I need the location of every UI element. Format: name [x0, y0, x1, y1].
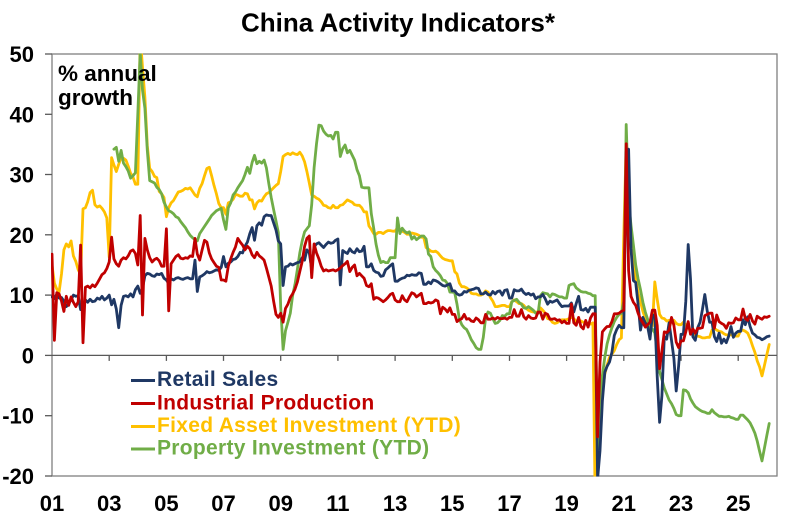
svg-text:01: 01 [40, 491, 64, 516]
svg-text:13: 13 [383, 491, 407, 516]
svg-text:% annual: % annual [58, 61, 157, 86]
svg-text:09: 09 [268, 491, 292, 516]
svg-text:20: 20 [10, 223, 34, 248]
svg-text:19: 19 [554, 491, 578, 516]
svg-text:Industrial Production: Industrial Production [157, 392, 374, 415]
svg-text:-10: -10 [2, 404, 34, 429]
svg-text:30: 30 [10, 163, 34, 188]
svg-text:Property Investment (YTD): Property Investment (YTD) [157, 437, 429, 460]
svg-text:10: 10 [10, 283, 34, 308]
svg-text:growth: growth [58, 85, 133, 110]
svg-text:25: 25 [726, 491, 750, 516]
svg-text:-20: -20 [2, 464, 34, 489]
svg-text:05: 05 [154, 491, 178, 516]
svg-text:17: 17 [497, 491, 521, 516]
svg-text:0: 0 [22, 343, 34, 368]
svg-text:50: 50 [10, 42, 34, 67]
svg-text:21: 21 [612, 491, 636, 516]
svg-text:Retail Sales: Retail Sales [157, 368, 279, 391]
svg-text:China Activity Indicators*: China Activity Indicators* [241, 8, 556, 38]
svg-text:03: 03 [97, 491, 121, 516]
svg-text:23: 23 [669, 491, 693, 516]
svg-text:Fixed Asset Investment (YTD): Fixed Asset Investment (YTD) [157, 414, 461, 437]
svg-text:11: 11 [326, 491, 349, 516]
svg-text:15: 15 [440, 491, 464, 516]
svg-text:40: 40 [10, 102, 34, 127]
svg-text:07: 07 [211, 491, 235, 516]
